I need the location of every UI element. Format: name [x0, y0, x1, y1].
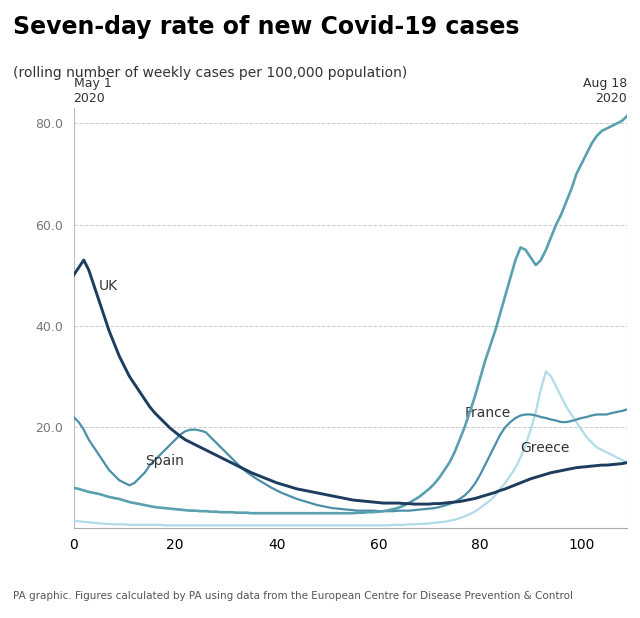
Text: UK: UK [99, 279, 118, 293]
Text: Greece: Greece [520, 441, 570, 455]
Text: PA graphic. Figures calculated by PA using data from the European Centre for Dis: PA graphic. Figures calculated by PA usi… [13, 591, 573, 601]
Text: Seven-day rate of new Covid-19 cases: Seven-day rate of new Covid-19 cases [13, 15, 519, 39]
Text: May 1
2020: May 1 2020 [74, 77, 111, 105]
Text: Aug 18
2020: Aug 18 2020 [583, 77, 627, 105]
Text: France: France [465, 405, 511, 420]
Text: Spain: Spain [145, 454, 184, 468]
Text: (rolling number of weekly cases per 100,000 population): (rolling number of weekly cases per 100,… [13, 66, 407, 80]
